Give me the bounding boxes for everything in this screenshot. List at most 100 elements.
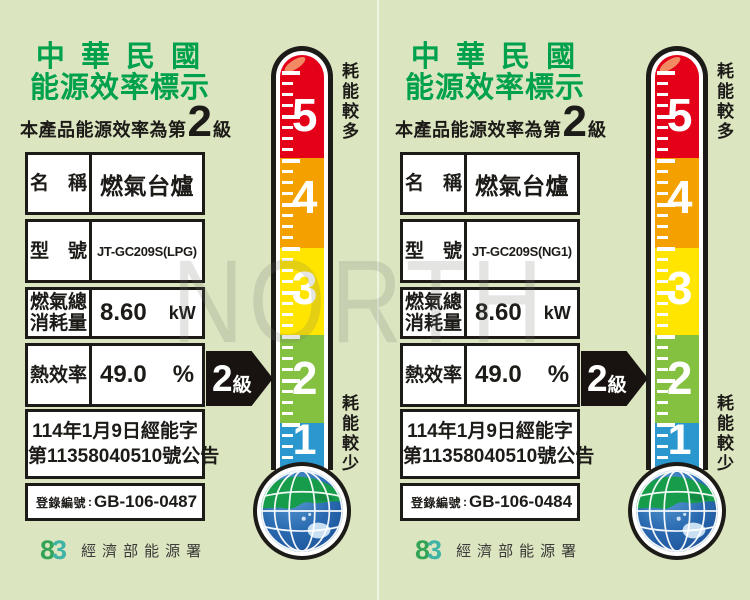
thermometer-ticks <box>656 55 676 470</box>
minor-tick <box>657 269 668 272</box>
arrow-grade-number: 2 <box>587 358 608 399</box>
annotation-more-energy: 耗能較多 <box>714 62 733 142</box>
major-tick <box>282 291 300 295</box>
thermometer-level-2: 2 <box>655 335 699 423</box>
logo-glyph-right: 3 <box>52 534 68 565</box>
minor-tick <box>657 137 668 140</box>
consumption-label-line2: 消耗量 <box>29 313 87 334</box>
announcement-line2: 第11358040510號公告 <box>28 446 220 467</box>
agency-footer: 8 3 經濟部能源署 <box>40 534 207 566</box>
grade-number: 2 <box>187 97 212 146</box>
minor-tick <box>282 412 293 415</box>
minor-tick <box>657 346 668 349</box>
thermometer-ticks <box>281 55 301 470</box>
minor-tick <box>657 456 668 459</box>
registration-box: 登錄編號 : GB-106-0487 <box>25 483 205 521</box>
minor-tick <box>657 148 668 151</box>
major-tick <box>657 247 675 251</box>
minor-tick <box>282 258 293 261</box>
consumption-value: 8.60 <box>475 299 522 326</box>
row-name-value: 燃氣台爐 <box>100 172 194 199</box>
minor-tick <box>282 82 293 85</box>
energy-label-right: 中 華 民 國 能源效率標示 本產品能源效率為第 2 級 名 稱 燃氣台爐 型 … <box>375 0 750 600</box>
announcement-box: 114年1月9日經能字 第11358040510號公告 <box>400 409 595 479</box>
minor-tick <box>657 104 668 107</box>
announcement-line1: 114年1月9日經能字 <box>407 421 573 442</box>
row-consumption-label: 燃氣總 消耗量 <box>28 290 92 336</box>
arrow-grade-unit: 級 <box>607 375 627 396</box>
registration-label: 登錄編號 <box>36 495 87 510</box>
row-efficiency-label: 熱效率 <box>28 346 92 404</box>
minor-tick <box>282 280 293 283</box>
minor-tick <box>657 126 668 129</box>
major-tick <box>657 291 675 295</box>
arrow-grade-number: 2 <box>212 358 233 399</box>
minor-tick <box>657 258 668 261</box>
minor-tick <box>282 126 293 129</box>
consumption-label-line2: 消耗量 <box>404 313 462 334</box>
title-line1: 中 華 民 國 <box>35 41 205 73</box>
registration-box: 登錄編號 : GB-106-0484 <box>400 483 580 521</box>
consumption-label-line1: 燃氣總 <box>29 292 87 313</box>
major-tick <box>282 159 300 163</box>
globe-icon <box>636 470 718 552</box>
level-4-number: 4 <box>291 171 318 223</box>
grade-2-arrow: 2 級 <box>581 351 648 406</box>
row-model-label: 型 號 <box>403 222 467 280</box>
level-2-number: 2 <box>291 352 318 404</box>
row-efficiency-value: 49.0 % <box>92 346 202 404</box>
minor-tick <box>657 181 668 184</box>
minor-tick <box>282 346 293 349</box>
minor-tick <box>657 93 668 96</box>
logo-glyph-left: 8 <box>415 534 431 565</box>
minor-tick <box>282 368 293 371</box>
title-line2: 能源效率標示 <box>404 72 585 104</box>
major-tick <box>657 115 675 119</box>
major-tick <box>282 335 300 339</box>
logo-glyph-right: 3 <box>427 534 443 565</box>
minor-tick <box>657 368 668 371</box>
minor-tick <box>282 390 293 393</box>
major-tick <box>657 159 675 163</box>
minor-tick <box>282 104 293 107</box>
major-tick <box>657 379 675 383</box>
grade-statement: 本產品能源效率為第 2 級 <box>20 97 231 146</box>
major-tick <box>282 203 300 207</box>
arrow-grade-unit: 級 <box>232 375 252 396</box>
row-efficiency-label: 熱效率 <box>403 346 467 404</box>
table-row-model: 型 號 JT-GC209S(NG1) <box>400 219 580 283</box>
minor-tick <box>282 93 293 96</box>
row-name-value: 燃氣台爐 <box>475 172 569 199</box>
registration-separator: : <box>463 495 468 509</box>
title-line2: 能源效率標示 <box>29 72 210 104</box>
major-tick <box>282 71 300 75</box>
minor-tick <box>657 225 668 228</box>
minor-tick <box>657 313 668 316</box>
minor-tick <box>657 324 668 327</box>
minor-tick <box>282 214 293 217</box>
logo-glyph-left: 8 <box>40 534 56 565</box>
announcement-line2: 第11358040510號公告 <box>403 446 595 467</box>
annotation-more-energy: 耗能較多 <box>339 62 358 142</box>
minor-tick <box>282 148 293 151</box>
consumption-unit: kW <box>168 302 196 323</box>
efficiency-unit: % <box>172 361 195 388</box>
annotation-less-energy: 耗能較少 <box>339 394 358 474</box>
energy-administration-logo-icon: 8 3 <box>415 534 443 565</box>
minor-tick <box>657 192 668 195</box>
registration-number: GB-106-0484 <box>469 492 573 511</box>
registration-separator: : <box>88 495 93 509</box>
efficiency-value: 49.0 <box>475 361 522 388</box>
consumption-value: 8.60 <box>100 299 147 326</box>
minor-tick <box>657 302 668 305</box>
minor-tick <box>657 280 668 283</box>
grade-number: 2 <box>562 97 587 146</box>
panel-divider <box>377 0 379 600</box>
table-row-model: 型 號 JT-GC209S(LPG) <box>25 219 205 283</box>
major-tick <box>282 115 300 119</box>
row-efficiency-value: 49.0 % <box>467 346 577 404</box>
level-3-number: 3 <box>666 262 693 314</box>
efficiency-unit: % <box>547 361 570 388</box>
minor-tick <box>282 170 293 173</box>
registration-number: GB-106-0487 <box>94 492 198 511</box>
